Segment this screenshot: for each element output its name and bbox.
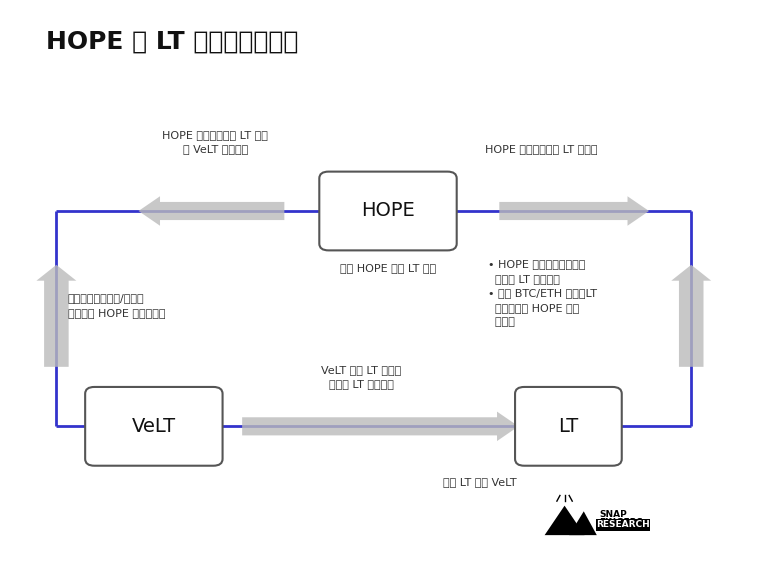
Text: HOPE 与 LT 之间的飞轮效应: HOPE 与 LT 之间的飞轮效应 (47, 30, 299, 53)
Polygon shape (138, 196, 284, 226)
FancyBboxPatch shape (515, 387, 622, 466)
FancyBboxPatch shape (596, 519, 650, 531)
FancyBboxPatch shape (319, 171, 457, 250)
FancyBboxPatch shape (85, 387, 223, 466)
Text: VeLT: VeLT (132, 417, 176, 436)
Text: RESEARCH: RESEARCH (596, 520, 650, 530)
Text: • HOPE 正式挂钩后，超额
  部分由 LT 捕获价值
• 随着 BTC/ETH 上涨，LT
  升值，激励 HOPE 铸造
  和使用: • HOPE 正式挂钩后，超额 部分由 LT 捕获价值 • 随着 BTC/ETH… (488, 259, 597, 327)
Polygon shape (36, 265, 76, 367)
Text: HOPE 规模增加带动 LT 的价值: HOPE 规模增加带动 LT 的价值 (485, 144, 598, 154)
Text: 治理投票增加质押/协议奖
励，激励 HOPE 需求和使用: 治理投票增加质押/协议奖 励，激励 HOPE 需求和使用 (68, 293, 165, 318)
Polygon shape (545, 505, 584, 535)
Polygon shape (499, 196, 649, 226)
Text: SNAP: SNAP (599, 510, 627, 519)
Text: FINGERS: FINGERS (599, 518, 643, 527)
Polygon shape (242, 412, 518, 441)
Text: LT: LT (558, 417, 579, 436)
Polygon shape (671, 265, 711, 367)
Text: HOPE 生态协议争夺 LT 排放
对 VeLT 需求增加: HOPE 生态协议争夺 LT 排放 对 VeLT 需求增加 (162, 130, 268, 154)
Text: VeLT 减少 LT 流通量
有助于 LT 价格稳定: VeLT 减少 LT 流通量 有助于 LT 价格稳定 (321, 365, 401, 389)
Text: 质押 HOPE 获得 LT 奖励: 质押 HOPE 获得 LT 奖励 (340, 263, 436, 274)
Polygon shape (569, 511, 597, 535)
Text: HOPE: HOPE (361, 201, 415, 220)
Text: 锁仓 LT 获得 VeLT: 锁仓 LT 获得 VeLT (443, 477, 517, 487)
